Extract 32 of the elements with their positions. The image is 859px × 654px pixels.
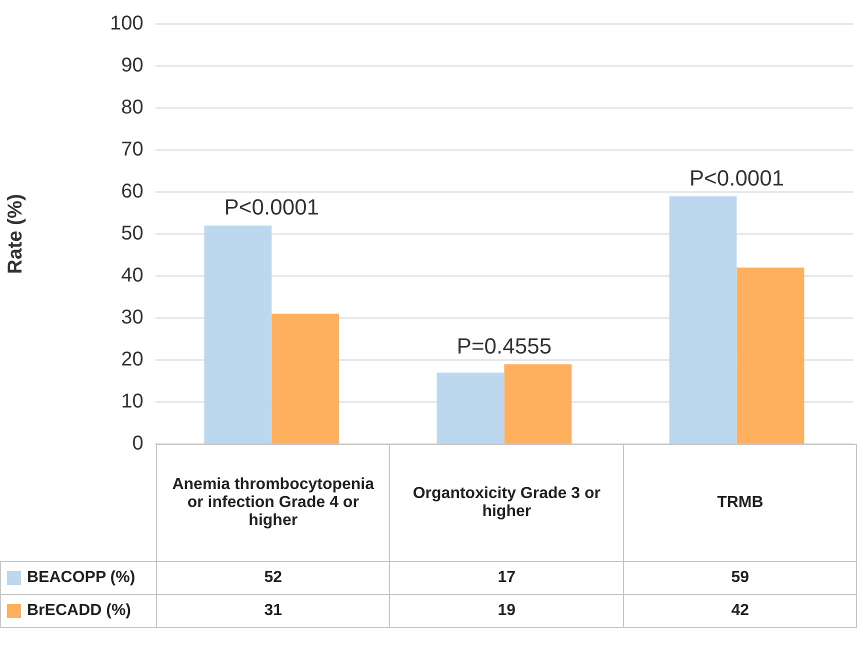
data-label: 59 bbox=[623, 562, 857, 594]
legend-label: BEACOPP (%) bbox=[0, 562, 156, 594]
data-label: 42 bbox=[623, 594, 857, 628]
y-tick-label: 70 bbox=[121, 138, 144, 161]
bar bbox=[504, 364, 572, 444]
data-label: 52 bbox=[156, 562, 390, 594]
bar bbox=[669, 196, 737, 444]
data-label: 17 bbox=[390, 562, 624, 594]
annotation: P=0.4555 bbox=[456, 333, 552, 358]
annotation: P<0.0001 bbox=[224, 194, 320, 220]
y-tick-label: 100 bbox=[110, 12, 144, 35]
x-tick-label: Anemia thrombocytopenia or infection Grade 4 or higher bbox=[156, 444, 390, 562]
data-label: 19 bbox=[390, 594, 624, 628]
y-tick-label: 60 bbox=[121, 180, 144, 203]
bar bbox=[272, 314, 340, 444]
y-axis-title: Rate (%) bbox=[4, 194, 27, 274]
bar bbox=[204, 226, 272, 444]
x-tick-label: TRMB bbox=[623, 444, 857, 562]
x-tick-label: Organtoxicity Grade 3 or higher bbox=[390, 444, 624, 562]
y-tick-label: 20 bbox=[121, 348, 144, 371]
y-tick-label: 10 bbox=[121, 390, 144, 413]
data-label: 31 bbox=[156, 594, 390, 628]
y-tick-label: 0 bbox=[132, 432, 144, 455]
y-tick-label: 80 bbox=[121, 96, 144, 119]
bar bbox=[736, 268, 804, 444]
annotation: P<0.0001 bbox=[689, 165, 784, 190]
y-tick-label: 90 bbox=[121, 54, 144, 77]
legend-label: BrECADD (%) bbox=[0, 594, 156, 628]
y-tick-label: 30 bbox=[121, 306, 144, 329]
y-tick-label: 40 bbox=[121, 264, 144, 287]
y-tick-label: 50 bbox=[121, 222, 144, 245]
bar bbox=[436, 372, 504, 444]
